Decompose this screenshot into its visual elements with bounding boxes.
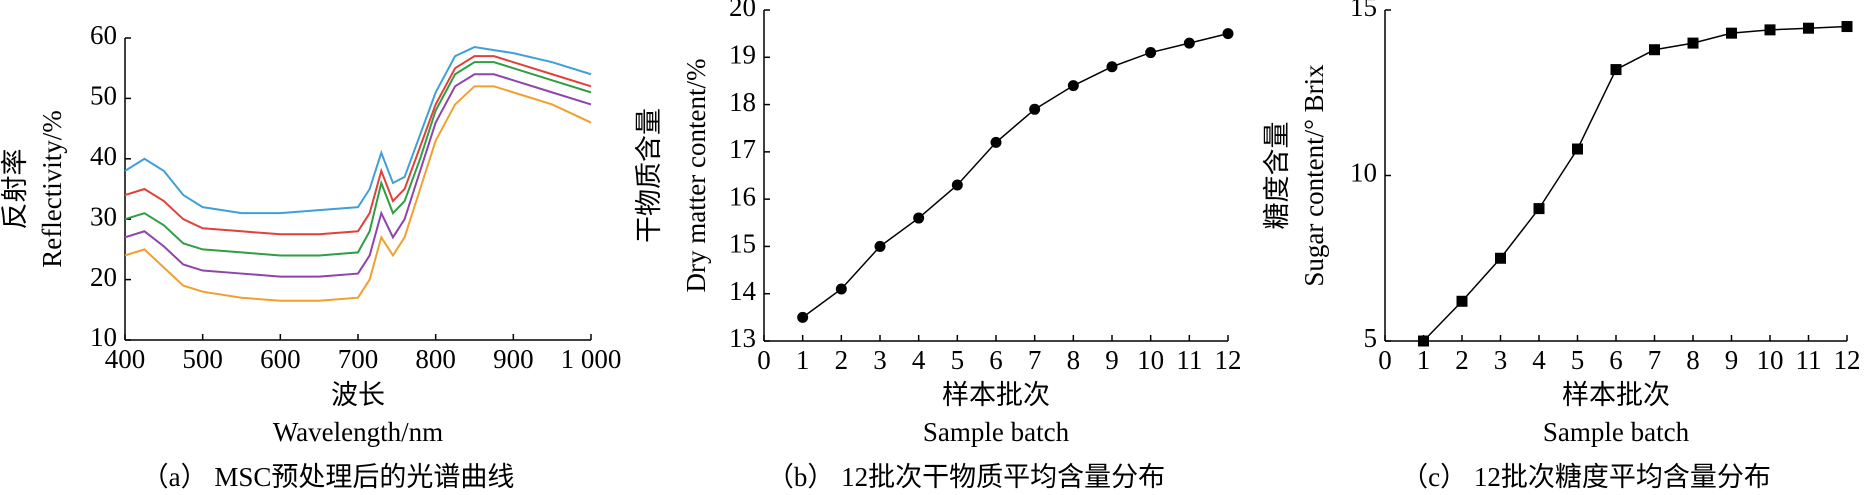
point bbox=[1764, 24, 1776, 36]
x-axis-label: 波长 bbox=[331, 380, 385, 410]
x-axis-label: Sample batch bbox=[1543, 417, 1690, 447]
x-tick-label: 3 bbox=[1494, 345, 1508, 375]
x-tick-label: 6 bbox=[1609, 345, 1623, 375]
point bbox=[1106, 61, 1118, 73]
point bbox=[1029, 103, 1041, 115]
y-tick-label: 10 bbox=[90, 322, 117, 352]
y-tick-label: 60 bbox=[90, 20, 117, 50]
series-line bbox=[124, 85, 592, 302]
x-axis-label: 样本批次 bbox=[1562, 380, 1670, 410]
series-line bbox=[124, 55, 592, 236]
x-tick-label: 1 bbox=[1417, 345, 1431, 375]
y-tick-label: 18 bbox=[729, 87, 756, 117]
x-axis-label: 样本批次 bbox=[942, 380, 1050, 410]
point bbox=[835, 283, 847, 295]
x-tick-label: 7 bbox=[1648, 345, 1662, 375]
x-tick-label: 11 bbox=[1176, 345, 1202, 375]
y-tick-label: 20 bbox=[90, 262, 117, 292]
point bbox=[1145, 47, 1157, 59]
x-tick-label: 11 bbox=[1796, 345, 1822, 375]
x-tick-label: 7 bbox=[1028, 345, 1042, 375]
y-tick-label: 16 bbox=[729, 181, 756, 211]
x-tick-label: 10 bbox=[1757, 345, 1784, 375]
point bbox=[1687, 37, 1699, 49]
point bbox=[1418, 335, 1429, 347]
y-tick-label: 14 bbox=[729, 276, 757, 306]
x-tick-label: 0 bbox=[757, 345, 771, 375]
point bbox=[1841, 21, 1853, 33]
x-tick-label: 500 bbox=[182, 344, 223, 374]
point bbox=[1533, 203, 1545, 215]
x-tick-label: 9 bbox=[1105, 345, 1119, 375]
series-line bbox=[1422, 25, 1848, 342]
x-tick-label: 0 bbox=[1378, 345, 1392, 375]
point bbox=[1222, 28, 1234, 40]
y-tick-label: 40 bbox=[90, 141, 117, 171]
point bbox=[1067, 80, 1079, 92]
point bbox=[990, 136, 1002, 148]
y-axis-label: Dry matter content/% bbox=[681, 59, 711, 293]
point bbox=[1649, 44, 1660, 56]
x-axis-label: Sample batch bbox=[923, 417, 1070, 447]
x-tick-label: 8 bbox=[1686, 345, 1700, 375]
y-axis-label: 糖度含量 bbox=[1262, 122, 1292, 230]
x-tick-label: 700 bbox=[338, 344, 379, 374]
series-line bbox=[124, 46, 592, 215]
point bbox=[1572, 143, 1583, 155]
y-axis-label: 干物质含量 bbox=[634, 108, 664, 243]
x-tick-label: 12 bbox=[1215, 345, 1242, 375]
x-tick-label: 4 bbox=[1532, 345, 1546, 375]
x-tick-label: 10 bbox=[1137, 345, 1164, 375]
x-tick-label: 8 bbox=[1067, 345, 1081, 375]
x-tick-label: 400 bbox=[105, 344, 146, 374]
y-tick-label: 15 bbox=[1350, 0, 1377, 22]
x-tick-label: 600 bbox=[260, 344, 301, 374]
point bbox=[951, 179, 963, 191]
caption: （c） 12批次糖度平均含量分布 bbox=[1401, 462, 1771, 492]
x-tick-label: 4 bbox=[912, 345, 926, 375]
y-tick-label: 19 bbox=[729, 39, 756, 69]
x-tick-label: 5 bbox=[951, 345, 965, 375]
y-tick-label: 20 bbox=[729, 0, 756, 22]
x-tick-label: 1 000 bbox=[561, 344, 622, 374]
y-tick-label: 13 bbox=[729, 323, 756, 353]
y-tick-label: 5 bbox=[1364, 323, 1378, 353]
x-tick-label: 12 bbox=[1834, 345, 1861, 375]
point bbox=[874, 240, 886, 252]
point bbox=[1495, 252, 1506, 264]
point bbox=[1183, 37, 1195, 49]
y-tick-label: 15 bbox=[729, 229, 756, 259]
y-axis-label: 反射率 bbox=[0, 149, 30, 230]
y-tick-label: 50 bbox=[90, 81, 117, 111]
point bbox=[797, 311, 809, 323]
x-tick-label: 5 bbox=[1571, 345, 1585, 375]
point bbox=[1726, 27, 1737, 39]
y-axis-label: Reflectivity/% bbox=[37, 110, 67, 267]
x-tick-label: 2 bbox=[1455, 345, 1469, 375]
point bbox=[913, 212, 925, 224]
x-tick-label: 3 bbox=[873, 345, 887, 375]
x-tick-label: 6 bbox=[989, 345, 1003, 375]
caption: （a） MSC预处理后的光谱曲线 bbox=[142, 462, 515, 492]
x-tick-label: 1 bbox=[796, 345, 810, 375]
y-axis-label: Sugar content/° Brix bbox=[1299, 64, 1329, 287]
y-tick-label: 30 bbox=[90, 201, 117, 231]
x-tick-label: 800 bbox=[415, 344, 456, 374]
series-line bbox=[802, 32, 1229, 318]
series-line bbox=[124, 73, 592, 278]
point bbox=[1803, 22, 1814, 34]
x-tick-label: 9 bbox=[1725, 345, 1739, 375]
y-tick-label: 10 bbox=[1350, 158, 1377, 188]
y-tick-label: 17 bbox=[729, 134, 756, 164]
point bbox=[1610, 64, 1622, 76]
series-line bbox=[124, 61, 592, 257]
x-axis-label: Wavelength/nm bbox=[273, 417, 443, 447]
x-tick-label: 2 bbox=[835, 345, 849, 375]
point bbox=[1456, 295, 1468, 307]
x-tick-label: 900 bbox=[493, 344, 534, 374]
caption: （b） 12批次干物质平均含量分布 bbox=[767, 462, 1165, 492]
